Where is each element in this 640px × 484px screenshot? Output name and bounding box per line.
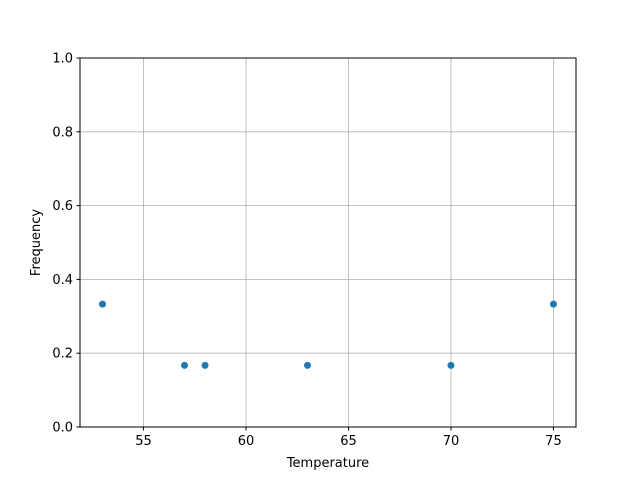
- x-tick-label: 65: [340, 434, 357, 449]
- plot-frame: [79, 57, 577, 428]
- data-point: [304, 361, 312, 369]
- y-tick-label: 0.0: [52, 421, 73, 436]
- x-tick-label: 60: [238, 434, 255, 449]
- y-tick-label: 1.0: [52, 52, 73, 67]
- x-tick-label: 75: [545, 434, 562, 449]
- data-point: [549, 300, 557, 308]
- x-axis-label: Temperature: [286, 456, 369, 471]
- data-point: [99, 300, 107, 308]
- y-tick-label: 0.6: [52, 199, 73, 214]
- ticks: 55 60 65 70 75 0.0 0.2 0.4 0.6 0.8 1.0: [52, 52, 561, 450]
- y-tick-label: 0.8: [52, 125, 73, 140]
- data-point: [201, 361, 209, 369]
- data-points: [99, 300, 557, 369]
- y-tick-label: 0.4: [52, 273, 73, 288]
- y-axis-label: Frequency: [29, 209, 44, 276]
- x-tick-label: 70: [443, 434, 460, 449]
- y-tick-label: 0.2: [52, 347, 73, 362]
- grid: [80, 57, 576, 428]
- data-point: [181, 361, 189, 369]
- x-tick-label: 55: [135, 434, 152, 449]
- data-point: [447, 361, 455, 369]
